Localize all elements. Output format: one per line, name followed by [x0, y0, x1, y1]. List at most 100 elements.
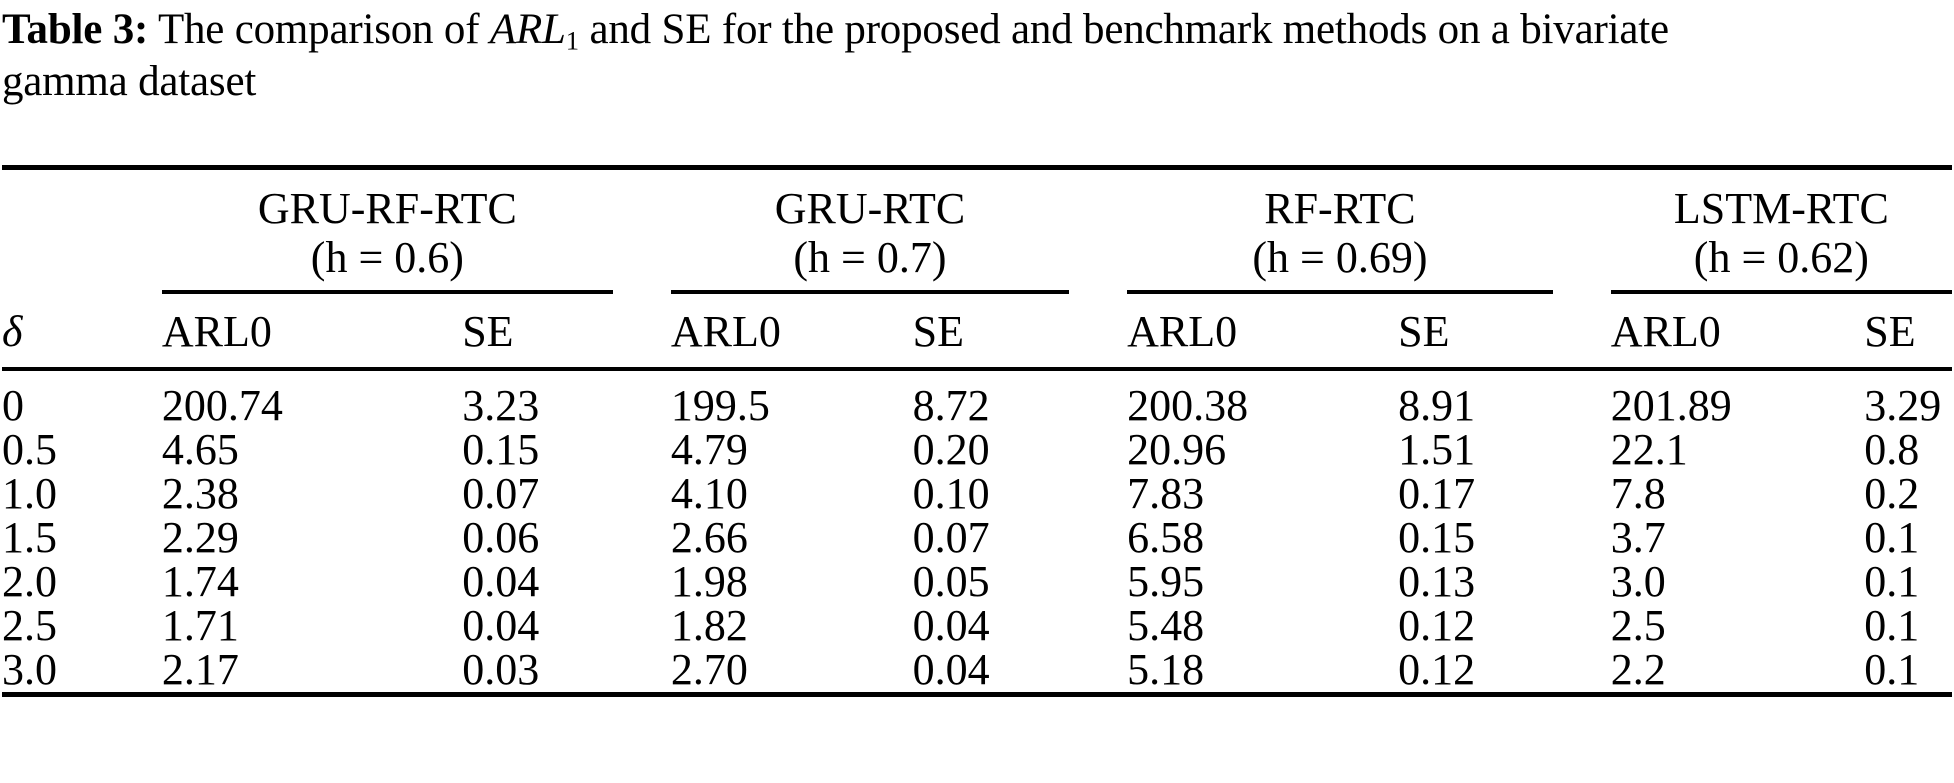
group-name: GRU-RTC	[774, 183, 966, 233]
value-cell: 201.89	[1610, 381, 1732, 431]
group-threshold: (h = 0.69)	[1252, 233, 1428, 283]
value-cell: 199.5	[670, 381, 770, 431]
value-cell: 2.38	[161, 469, 239, 519]
value-cell: 0.1	[1864, 601, 1920, 651]
value-cell: 1.74	[161, 557, 239, 607]
value-cell: 0.1	[1864, 645, 1920, 695]
value-cell: 1.51	[1398, 425, 1476, 475]
value-cell: 0.05	[912, 557, 990, 607]
value-cell: 0.04	[912, 645, 990, 695]
value-cell: 3.29	[1864, 381, 1942, 431]
value-cell: 3.0	[1610, 557, 1666, 607]
table-row: 0.5 4.65 0.15 4.79 0.20 20.96 1.51 22.1 0.8	[2, 428, 1952, 472]
value-cell: 0.10	[912, 469, 990, 519]
value-cell: 8.91	[1398, 381, 1476, 431]
delta-column-header: δ	[2, 294, 162, 372]
paper-table-page: Table 3: The comparison of ARL1 and SE f…	[2, 4, 1952, 698]
value-cell: 0.13	[1398, 557, 1476, 607]
group-threshold: (h = 0.6)	[310, 233, 464, 283]
results-table: GRU-RF-RTC (h = 0.6) GRU-RTC (h = 0.7) R…	[2, 164, 1952, 698]
group-header-gru-rf-rtc: GRU-RF-RTC (h = 0.6)	[161, 167, 671, 295]
group-header-lstm-rtc: LSTM-RTC (h = 0.62)	[1610, 167, 1952, 295]
col-header-arl0: ARL0	[1127, 294, 1399, 372]
value-cell: 1.71	[161, 601, 239, 651]
delta-value-cell: 3.0	[2, 645, 57, 695]
value-cell: 20.96	[1127, 425, 1227, 475]
delta-value-cell: 0	[2, 381, 24, 431]
value-cell: 0.2	[1864, 469, 1920, 519]
delta-value-cell: 1.5	[2, 513, 57, 563]
sub-header-row: δ ARL0 SE ARL0 SE ARL0 SE ARL0 SE	[2, 294, 1952, 372]
value-cell: 2.17	[161, 645, 239, 695]
col-header-se: SE	[912, 294, 1128, 372]
value-cell: 0.06	[462, 513, 540, 563]
value-cell: 2.70	[670, 645, 748, 695]
col-header-arl0: ARL0	[670, 294, 913, 372]
value-cell: 2.29	[161, 513, 239, 563]
table-row: 1.0 2.38 0.07 4.10 0.10 7.83 0.17 7.8 0.2	[2, 472, 1952, 516]
table-caption-text-1: The comparison of	[157, 6, 480, 53]
value-cell: 0.17	[1398, 469, 1476, 519]
value-cell: 2.2	[1610, 645, 1666, 695]
value-cell: 22.1	[1610, 425, 1688, 475]
value-cell: 1.82	[670, 601, 748, 651]
delta-value-cell: 0.5	[2, 425, 57, 475]
col-header-se: SE	[462, 294, 671, 372]
value-cell: 5.48	[1127, 601, 1205, 651]
table-row: 1.5 2.29 0.06 2.66 0.07 6.58 0.15 3.7 0.1	[2, 516, 1952, 560]
group-threshold: (h = 0.7)	[793, 233, 947, 283]
value-cell: 6.58	[1127, 513, 1205, 563]
group-threshold: (h = 0.62)	[1693, 233, 1869, 283]
group-name: GRU-RF-RTC	[257, 183, 517, 233]
col-header-se: SE	[1398, 294, 1611, 372]
table-row: 2.5 1.71 0.04 1.82 0.04 5.48 0.12 2.5 0.1	[2, 604, 1952, 648]
value-cell: 2.5	[1610, 601, 1666, 651]
value-cell: 0.12	[1398, 601, 1476, 651]
value-cell: 0.15	[462, 425, 540, 475]
value-cell: 4.10	[670, 469, 748, 519]
delta-value-cell: 2.5	[2, 601, 57, 651]
value-cell: 2.66	[670, 513, 748, 563]
group-name: LSTM-RTC	[1673, 183, 1889, 233]
group-name: RF-RTC	[1264, 183, 1416, 233]
value-cell: 1.98	[670, 557, 748, 607]
value-cell: 3.7	[1610, 513, 1666, 563]
group-header-rf-rtc: RF-RTC (h = 0.69)	[1127, 167, 1611, 295]
arl-math-term: ARL	[489, 6, 566, 53]
value-cell: 0.04	[462, 557, 540, 607]
value-cell: 5.18	[1127, 645, 1205, 695]
value-cell: 0.1	[1864, 513, 1920, 563]
col-header-se: SE	[1864, 294, 1952, 372]
value-cell: 8.72	[912, 381, 990, 431]
value-cell: 0.07	[912, 513, 990, 563]
delta-value-cell: 1.0	[2, 469, 57, 519]
table-row: 0 200.74 3.23 199.5 8.72 200.38 8.91 201.89 3.29	[2, 369, 1952, 428]
value-cell: 5.95	[1127, 557, 1205, 607]
value-cell: 0.04	[462, 601, 540, 651]
corner-cell	[2, 167, 162, 294]
table-body: 0 200.74 3.23 199.5 8.72 200.38 8.91 201.89 3.29…	[2, 369, 1952, 695]
table-row: 3.0 2.17 0.03 2.70 0.04 5.18 0.12 2.2 0.1	[2, 648, 1952, 695]
value-cell: 0.1	[1864, 557, 1920, 607]
value-cell: 4.79	[670, 425, 748, 475]
group-header-row: GRU-RF-RTC (h = 0.6) GRU-RTC (h = 0.7) R…	[2, 167, 1952, 295]
value-cell: 0.12	[1398, 645, 1476, 695]
value-cell: 0.8	[1864, 425, 1920, 475]
col-header-arl0: ARL0	[161, 294, 463, 372]
value-cell: 0.03	[462, 645, 540, 695]
value-cell: 7.83	[1127, 469, 1205, 519]
value-cell: 0.07	[462, 469, 540, 519]
value-cell: 7.8	[1610, 469, 1666, 519]
table-caption-label: Table 3:	[2, 6, 149, 53]
value-cell: 0.20	[912, 425, 990, 475]
table-caption-text-2: and SE for the proposed and benchmark me…	[589, 6, 1669, 53]
group-header-gru-rtc: GRU-RTC (h = 0.7)	[670, 167, 1127, 295]
value-cell: 200.38	[1127, 381, 1249, 431]
arl-math-subscript: 1	[565, 25, 579, 56]
table-caption-line2: gamma dataset	[2, 58, 257, 106]
delta-value-cell: 2.0	[2, 557, 57, 607]
value-cell: 0.15	[1398, 513, 1476, 563]
table-caption: Table 3: The comparison of ARL1 and SE f…	[2, 4, 1952, 109]
value-cell: 200.74	[161, 381, 283, 431]
value-cell: 3.23	[462, 381, 540, 431]
